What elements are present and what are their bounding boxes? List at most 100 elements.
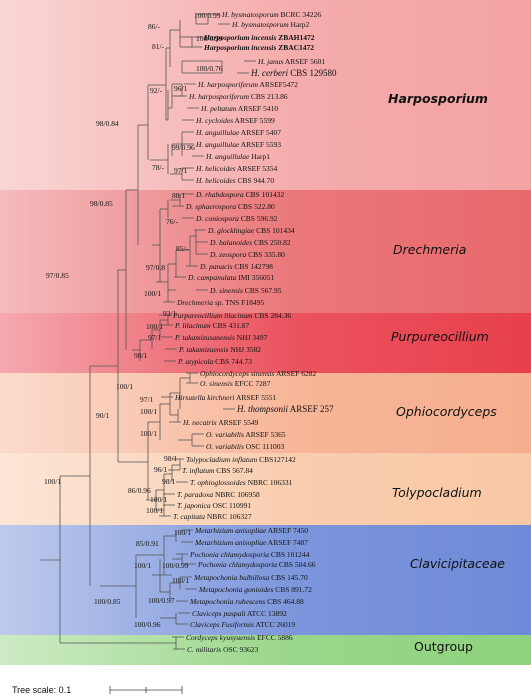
support-value: 98/1 (164, 454, 178, 463)
support-value: 100/1 (140, 407, 157, 416)
tip-label: P. atypicola CBS 744.73 (177, 357, 252, 366)
tip-label: H. anguillulae ARSEF 5593 (195, 140, 281, 149)
tip-label: O. sinensis EFCC 7287 (200, 379, 271, 388)
tip-label: H. cerberi CBS 129580 (250, 68, 337, 78)
tip-label: D. sinensis CBS 567.95 (209, 286, 282, 295)
support-value: 98/0.84 (96, 119, 119, 128)
tip-label: T. ophioglossoides NBRC 106331 (190, 478, 293, 487)
clade-label-ophiocordyceps: Ophiocordyceps (396, 404, 497, 419)
support-value: 100/0.85 (94, 597, 121, 606)
tip-label: Cordyceps kyusyuensis EFCC 5886 (186, 633, 293, 642)
tip-label: C. militaris OSC 93623 (187, 645, 259, 654)
support-value: 85/- (176, 244, 189, 253)
tip-label: P. takamizusanensis NHJ 3497 (174, 333, 268, 342)
support-value: 100/1 (146, 322, 163, 331)
support-value: 97/1 (148, 333, 162, 342)
support-value: 97/1 (140, 395, 154, 404)
tip-label: H. harposporiferum ARSEF5472 (197, 80, 298, 89)
tip-label: D. zeospora CBS 335.80 (209, 250, 285, 259)
support-value: 100/0.99 (196, 34, 223, 43)
tip-label: Ophiocordyceps sinensis ARSEF 6282 (200, 369, 316, 378)
support-value: 96/1 (174, 84, 188, 93)
support-value: 85/0.91 (136, 539, 159, 548)
support-value: 100/1 (134, 561, 151, 570)
clade-labels: Harposporium Drechmeria Purpureocillium Oph… (388, 91, 505, 654)
tip-label: D. glocklingiae CBS 101434 (207, 226, 295, 235)
support-value: 98/1 (162, 477, 176, 486)
tip-label: D. sphaerospora CBS 522.80 (185, 202, 275, 211)
tip-label: Harposporium incensis ZBAC1472 (203, 43, 314, 52)
support-value: 86/- (148, 22, 161, 31)
support-value: 99/0.96 (172, 143, 195, 152)
tip-label: H. helicoides CBS 944.70 (195, 176, 274, 185)
support-value: 100/1 (146, 506, 163, 515)
tip-label: D. campanulata IMI 356051 (187, 273, 275, 282)
clade-bands (0, 0, 531, 665)
support-value: 100/1 (174, 528, 191, 537)
support-value: 100/0.99 (162, 561, 189, 570)
support-value: 100/0.97 (148, 596, 175, 605)
band-purpureocillium (0, 313, 531, 373)
tip-label: T. capitata NBRC 106327 (173, 512, 252, 521)
support-value: 97/0.85 (46, 271, 69, 280)
tip-label: H. thompsonii ARSEF 257 (236, 404, 334, 414)
tip-label: D. coniospora CBS 596.92 (195, 214, 278, 223)
band-drechmeria (0, 190, 531, 313)
tip-label: H. anguillulae Harp1 (205, 152, 270, 161)
band-harposporium (0, 0, 531, 190)
tip-label: O. variabilis ARSEF 5365 (206, 430, 286, 439)
tip-label: H. harposporiferum CBS 213.86 (188, 92, 288, 101)
tip-label: H. helicoides ARSEF 5354 (195, 164, 278, 173)
tip-label: T. paradoxa NBRC 106958 (177, 490, 260, 499)
tip-label: D. rhabdospora CBS 101432 (195, 190, 284, 199)
clade-label-tolypocladium: Tolypocladium (392, 485, 482, 500)
tip-label: H. peltatum ARSEF 5410 (200, 104, 278, 113)
tip-label: H. bysmatosporum BCRC 34226 (221, 10, 321, 19)
tip-label: O. variabilis OSC 111003 (206, 442, 284, 451)
tip-label: Metapochonia bulbillosa CBS 145.70 (193, 573, 308, 582)
support-value: 100/1 (140, 429, 157, 438)
support-value: 93/1 (163, 309, 177, 318)
clade-label-drechmeria: Drechmeria (393, 242, 466, 257)
support-value: 100/1 (144, 289, 161, 298)
clade-label-purpureocillium: Purpureocillium (391, 329, 489, 344)
tip-label: Claviceps Fusiformis ATCC 26019 (190, 620, 295, 629)
clade-label-clavicipitaceae: Clavicipitaceae (410, 556, 505, 571)
support-value: 81/- (152, 42, 165, 51)
support-value: 100/0.76 (196, 64, 223, 73)
band-clavicipitaceae (0, 525, 531, 635)
tip-label: Metapochonia rubescens CBS 464.88 (189, 597, 304, 606)
support-value: 86/0.96 (128, 486, 151, 495)
tip-label: Hirsutella kirchneri ARSEF 5551 (174, 393, 276, 402)
support-value: 92/- (150, 86, 163, 95)
scale-bar: Tree scale: 0.1 (12, 685, 183, 695)
support-value: 97/0.8 (146, 263, 165, 272)
tip-label: H. bysmatosporum Harp2 (231, 20, 310, 29)
clade-label-harposporium: Harposporium (388, 91, 488, 106)
tip-label: H. anguillulae ARSEF 5407 (195, 128, 281, 137)
support-value: 88/1 (172, 191, 186, 200)
tip-label: Pochonia chlamydosporia CBS 504.66 (197, 560, 316, 569)
tip-label: H. necatrix ARSEF 5549 (182, 418, 259, 427)
tree-branches (40, 13, 256, 650)
tip-label: H. cycloides ARSEF 5599 (195, 116, 275, 125)
tip-label: Metapochonia gonioides CBS 891.72 (198, 585, 312, 594)
support-value: 100/1 (172, 576, 189, 585)
support-value: 96/1 (154, 465, 168, 474)
tip-label: Purpureocillium lilacinum CBS 284.36 (172, 311, 291, 320)
tip-label: Drechmeria sp. TNS F18495 (176, 298, 264, 307)
support-value: 98/1 (134, 351, 148, 360)
tip-label: D. balanoides CBS 250.82 (209, 238, 291, 247)
band-outgroup (0, 635, 531, 665)
tip-label: Metarhizium anisopliae ARSEF 7450 (194, 526, 308, 535)
support-value: 97/1 (174, 166, 188, 175)
clade-label-outgroup: Outgroup (414, 639, 473, 654)
scale-label: Tree scale: 0.1 (12, 685, 71, 695)
tip-label: Tolypocladium inflatum CBS127142 (186, 455, 296, 464)
tip-label: P. takamizuensis NHJ 3582 (178, 345, 261, 354)
tip-label: T. japonica OSC 110991 (177, 501, 251, 510)
tip-label: Metarhizium anisopliae ARSEF 7487 (194, 538, 308, 547)
tip-label: Harposporium incensis ZBAH1472 (203, 33, 315, 42)
